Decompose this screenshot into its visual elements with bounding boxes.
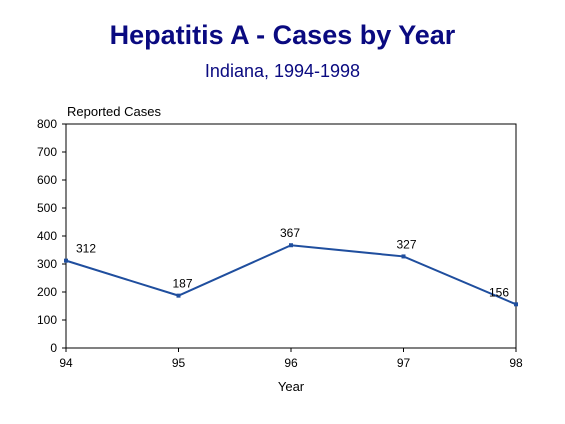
y-tick-label: 400	[37, 229, 57, 243]
y-tick-label: 200	[37, 285, 57, 299]
data-points	[64, 243, 518, 307]
y-axis-ticks: 0 100 200 300 400 500 600 700 800	[37, 117, 66, 355]
data-label: 327	[396, 237, 416, 251]
data-point	[289, 243, 293, 248]
data-label: 187	[172, 277, 192, 291]
x-tick-label: 95	[172, 356, 186, 370]
data-point	[176, 293, 181, 298]
data-label: 312	[76, 242, 96, 256]
chart-subtitle: Indiana, 1994-1998	[204, 61, 361, 81]
y-tick-label: 300	[37, 257, 57, 271]
chart-title: Hepatitis A - Cases by Year	[109, 20, 456, 50]
x-tick-label: 97	[397, 356, 411, 370]
y-axis-title: Reported Cases	[67, 104, 161, 119]
y-tick-label: 600	[37, 173, 57, 187]
y-tick-label: 700	[37, 145, 57, 159]
x-axis-ticks: 94 95 96 97 98	[59, 348, 523, 370]
y-tick-label: 800	[37, 117, 57, 131]
x-axis-title: Year	[278, 379, 305, 394]
data-label: 156	[489, 285, 509, 299]
x-tick-label: 96	[284, 356, 298, 370]
series-line	[65, 244, 517, 306]
x-tick-label: 94	[59, 356, 73, 370]
y-tick-label: 100	[37, 313, 57, 327]
data-label: 367	[280, 226, 300, 240]
y-tick-label: 0	[50, 341, 57, 355]
data-point	[401, 254, 406, 259]
data-labels: 312 187 367 327 156	[76, 226, 509, 299]
data-point	[514, 302, 518, 307]
y-tick-label: 500	[37, 201, 57, 215]
x-tick-label: 98	[509, 356, 523, 370]
data-point	[64, 258, 68, 263]
